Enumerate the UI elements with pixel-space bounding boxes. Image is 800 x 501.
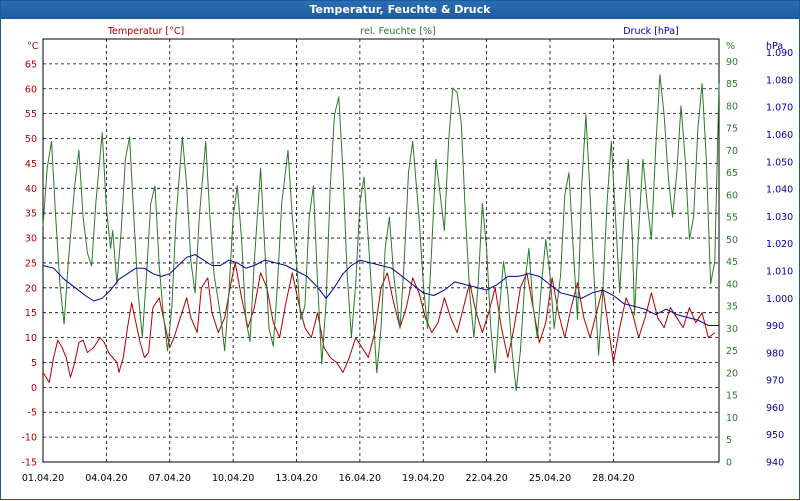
temp-tick-label: 25 [25, 258, 37, 269]
humidity-tick-label: 15 [726, 391, 738, 402]
temp-tick-label: 60 [25, 84, 37, 95]
x-tick-label: 07.04.20 [149, 473, 191, 484]
humidity-tick-label: 35 [726, 302, 738, 313]
temp-tick-label: 20 [25, 283, 37, 294]
x-tick-label: 19.04.20 [402, 473, 444, 484]
humidity-tick-label: 30 [726, 324, 738, 335]
pressure-tick-label: 940 [766, 458, 784, 469]
temp-tick-label: -5 [28, 408, 37, 419]
pressure-tick-label: 1.020 [766, 239, 793, 250]
x-tick-label: 25.04.20 [529, 473, 571, 484]
pressure-tick-label: 1.030 [766, 212, 793, 223]
humidity-tick-label: 0 [726, 458, 732, 469]
pressure-tick-label: 1.080 [766, 75, 793, 86]
pressure-tick-label: 980 [766, 348, 784, 359]
humidity-tick-label: 55 [726, 213, 738, 224]
pressure-tick-label: 1.010 [766, 266, 793, 277]
pressure-tick-label: 960 [766, 403, 784, 414]
temp-tick-label: -15 [21, 458, 37, 469]
series-line-temperature [42, 262, 716, 383]
temp-unit-label: °C [27, 41, 39, 52]
humidity-tick-label: 80 [726, 101, 738, 112]
temp-tick-label: 15 [25, 308, 37, 319]
pressure-tick-label: 1.070 [766, 103, 793, 114]
humidity-tick-label: 75 [726, 124, 738, 135]
x-tick-label: 28.04.20 [592, 473, 634, 484]
temp-tick-label: 30 [25, 234, 37, 245]
temp-tick-label: 10 [25, 333, 37, 344]
x-tick-label: 22.04.20 [465, 473, 507, 484]
temp-tick-label: 45 [25, 159, 37, 170]
humidity-tick-label: 65 [726, 168, 738, 179]
series-name-humidity: rel. Feuchte [%] [360, 26, 435, 37]
x-tick-label: 04.04.20 [85, 473, 127, 484]
pressure-tick-label: 1.040 [766, 185, 793, 196]
humidity-tick-label: 60 [726, 190, 738, 201]
humidity-tick-label: 50 [726, 235, 738, 246]
series-line-humidity [42, 74, 720, 392]
temp-tick-label: 5 [31, 358, 37, 369]
humidity-tick-label: 90 [726, 57, 738, 68]
temp-tick-label: 65 [25, 59, 37, 70]
x-tick-label: 16.04.20 [339, 473, 381, 484]
pressure-tick-label: 1.000 [766, 294, 793, 305]
series-line-pressure [42, 254, 719, 326]
series-name-pressure: Druck [hPa] [623, 26, 679, 37]
humidity-tick-label: 45 [726, 257, 738, 268]
humidity-tick-label: 20 [726, 368, 738, 379]
humidity-tick-label: 5 [726, 435, 732, 446]
temp-tick-label: 55 [25, 109, 37, 120]
pressure-tick-label: 1.090 [766, 48, 793, 59]
pressure-tick-label: 1.050 [766, 157, 793, 168]
chart-title: Temperatur, Feuchte & Druck [1, 1, 799, 19]
pressure-tick-label: 1.060 [766, 130, 793, 141]
plot-area [42, 38, 720, 463]
temp-tick-label: 0 [31, 383, 37, 394]
x-tick-label: 13.04.20 [275, 473, 317, 484]
temp-tick-label: 40 [25, 184, 37, 195]
temp-tick-label: 35 [25, 209, 37, 220]
x-tick-label: 01.04.20 [22, 473, 64, 484]
series-name-temperature: Temperatur [°C] [107, 26, 184, 37]
temp-tick-label: -10 [21, 433, 37, 444]
humidity-tick-label: 25 [726, 346, 738, 357]
temp-tick-label: 50 [25, 134, 37, 145]
pressure-tick-label: 990 [766, 321, 784, 332]
pressure-tick-label: 950 [766, 430, 784, 441]
humidity-tick-label: 85 [726, 79, 738, 90]
pressure-unit-label: hPa [766, 41, 783, 52]
pressure-tick-label: 970 [766, 376, 784, 387]
humidity-tick-label: 10 [726, 413, 738, 424]
humidity-tick-label: 70 [726, 146, 738, 157]
humidity-tick-label: 40 [726, 279, 738, 290]
humidity-unit-label: % [726, 41, 735, 52]
x-tick-label: 10.04.20 [212, 473, 254, 484]
